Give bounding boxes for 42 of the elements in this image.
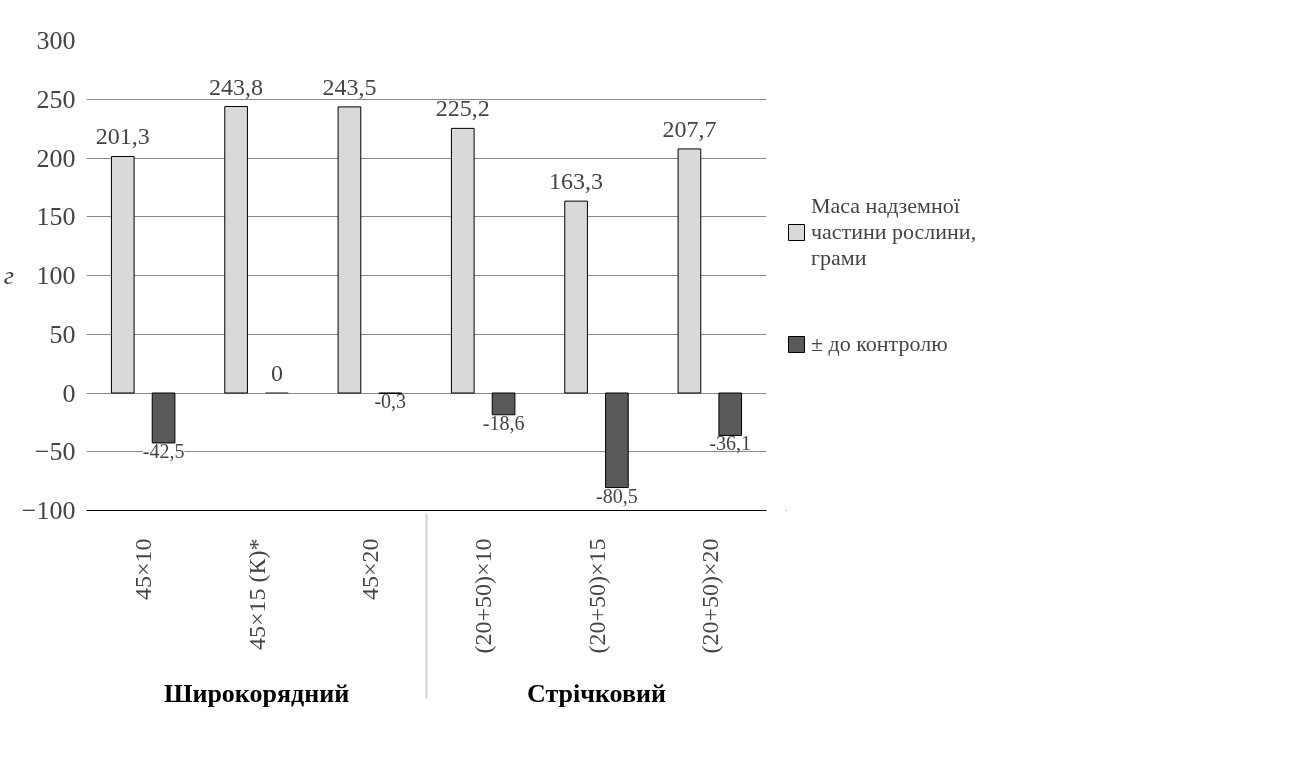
data-label: 225,2 [435, 95, 490, 122]
y-tick-label: −50 [34, 437, 76, 467]
bar [564, 200, 588, 394]
y-axis-title: г [3, 261, 14, 290]
data-label: -18,6 [482, 411, 525, 434]
data-label: -0,3 [374, 390, 407, 413]
data-label: 163,3 [549, 168, 604, 195]
x-tick-label: (20+50)×15 [583, 538, 610, 654]
text: Широкорядний [163, 678, 350, 708]
y-tick-label: 250 [36, 84, 76, 114]
data-label: -42,5 [142, 439, 185, 462]
data-label: -36,1 [709, 432, 752, 455]
legend-label: ± до контролю [811, 331, 948, 357]
bar [110, 155, 135, 394]
y-tick-label: 200 [36, 143, 76, 173]
y-tick-label: 50 [49, 319, 76, 349]
y-tick-label: 150 [36, 202, 76, 232]
data-label: 0 [270, 360, 283, 386]
data-label: 243,8 [209, 73, 264, 100]
y-tick-label: 0 [62, 378, 76, 408]
bar [224, 106, 248, 394]
y-tick-label: −100 [21, 496, 76, 525]
x-tick-label: 45×15 (К)* [243, 538, 270, 651]
bar [491, 392, 516, 416]
y-tick-label: 300 [36, 26, 76, 55]
data-label: 201,3 [95, 123, 150, 150]
x-tick-label: 45×10 [130, 538, 157, 601]
bar [677, 148, 702, 394]
bar [605, 392, 629, 489]
x-tick-label: (20+50)×10 [470, 538, 497, 654]
bar [151, 392, 176, 444]
data-label: -80,5 [596, 484, 638, 507]
bar [718, 392, 743, 436]
x-tick-label: (20+50)×20 [696, 538, 723, 654]
bar [450, 127, 475, 394]
x-tick-label: 45×20 [356, 538, 383, 601]
y-tick-label: 100 [36, 261, 76, 290]
bar [337, 106, 362, 394]
text: Стрічковий [527, 678, 666, 708]
data-label: 243,5 [322, 73, 377, 100]
data-label: 207,7 [662, 115, 717, 142]
legend-label: Маса надземної частини рослини, грами [811, 193, 977, 271]
